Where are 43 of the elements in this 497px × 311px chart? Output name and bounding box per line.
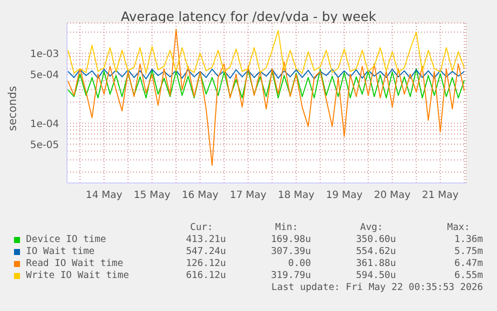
x-tick-label: 17 May bbox=[230, 190, 267, 202]
x-tick-label: 19 May bbox=[326, 190, 363, 202]
legend-label: Read IO Wait time bbox=[26, 258, 124, 269]
text: 547.24u bbox=[184, 246, 226, 257]
text: 413.21u bbox=[184, 234, 226, 245]
text: Cur: bbox=[189, 222, 213, 233]
text: 5.75m bbox=[454, 246, 483, 257]
text: 616.12u bbox=[186, 270, 226, 281]
y-tick-label: 5e-05 bbox=[30, 140, 59, 151]
text: 594.50u bbox=[356, 270, 396, 281]
y-axis-title: seconds bbox=[6, 86, 18, 130]
text: Min: bbox=[275, 222, 298, 233]
text: 319.79u bbox=[270, 270, 311, 281]
x-tick-label: 15 May bbox=[134, 190, 170, 202]
x-tick-label: 21 May bbox=[422, 190, 459, 202]
text: 6.55m bbox=[454, 270, 483, 281]
text: 6.47m bbox=[454, 258, 483, 269]
y-tick-label: 1e-04 bbox=[30, 118, 59, 130]
line-series bbox=[68, 68, 465, 98]
x-tick-label: 18 May bbox=[278, 190, 315, 202]
text: 1.36m bbox=[454, 234, 483, 245]
chart-title: Average latency for /dev/vda - by week bbox=[120, 10, 378, 25]
text: 169.98u bbox=[270, 234, 311, 245]
y-tick-label: 1e-03 bbox=[30, 48, 59, 60]
x-tick-label: 20 May bbox=[374, 190, 411, 202]
text: 554.62u bbox=[356, 246, 396, 257]
x-tick-label: 16 May bbox=[182, 190, 218, 202]
line-series bbox=[68, 28, 465, 166]
line-series bbox=[68, 30, 465, 74]
text: 307.39u bbox=[270, 246, 311, 257]
text: Avg: bbox=[360, 222, 383, 233]
x-tick-label: 14 May bbox=[86, 190, 122, 202]
legend-label: Write IO Wait time bbox=[26, 270, 129, 281]
legend-label: Device IO time bbox=[26, 234, 106, 245]
text: 350.60u bbox=[356, 234, 396, 245]
legend-label: IO Wait time bbox=[26, 246, 95, 257]
text: Max: bbox=[446, 222, 470, 233]
text: 0.00 bbox=[288, 258, 311, 269]
text: Last update: Fri May 22 00:35:53 2026 bbox=[270, 282, 483, 293]
text: 361.88u bbox=[356, 258, 396, 269]
text: 126.12u bbox=[184, 258, 226, 269]
y-tick-label: 5e-04 bbox=[30, 70, 59, 81]
line-series bbox=[68, 68, 465, 80]
